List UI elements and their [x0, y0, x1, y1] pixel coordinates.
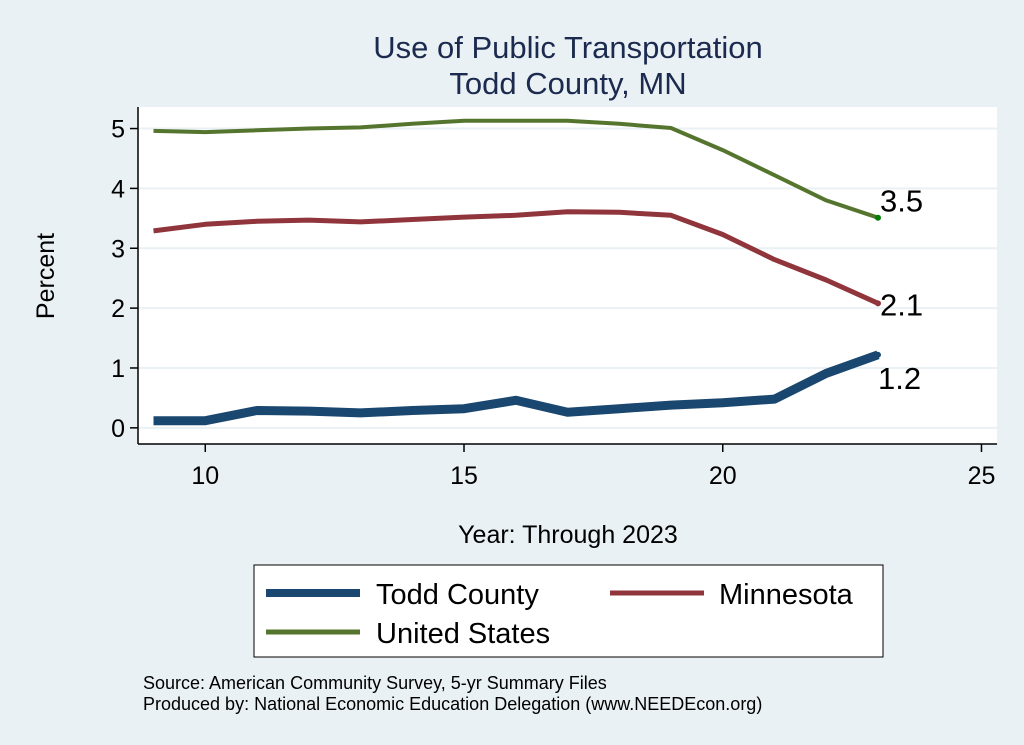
end-label-minnesota: 2.1 — [880, 287, 923, 322]
source-note: Source: American Community Survey, 5-yr … — [143, 673, 607, 693]
y-tick-label: 2 — [111, 295, 125, 323]
legend-label-united-states: United States — [376, 618, 550, 650]
legend: Todd County Minnesota United States — [253, 564, 884, 658]
series-line-united-states — [153, 118, 879, 220]
producer-note: Produced by: National Economic Education… — [143, 694, 762, 714]
y-axis-title: Percent — [32, 233, 60, 319]
y-axis-ticks: 0 1 2 3 4 5 — [111, 116, 138, 443]
x-axis-ticks: 10 15 20 25 — [191, 444, 995, 490]
x-tick-label: 15 — [450, 462, 478, 490]
plot-area — [138, 107, 997, 444]
legend-label-minnesota: Minnesota — [719, 579, 854, 611]
series-lines — [153, 118, 881, 426]
x-axis-title: Year: Through 2023 — [458, 521, 678, 549]
y-tick-label: 1 — [111, 355, 125, 383]
end-labels: 1.2 2.1 3.5 — [878, 184, 923, 396]
y-tick-label: 5 — [111, 116, 125, 144]
chart-subtitle: Todd County, MN — [449, 66, 686, 101]
y-tick-label: 3 — [111, 235, 125, 263]
y-tick-label: 0 — [111, 415, 125, 443]
end-marker-minnesota — [874, 300, 881, 307]
end-label-todd-county: 1.2 — [878, 361, 921, 396]
x-tick-label: 20 — [709, 462, 737, 490]
series-line-minnesota — [153, 209, 880, 306]
end-label-united-states: 3.5 — [880, 184, 923, 219]
legend-label-todd-county: Todd County — [376, 579, 539, 611]
end-marker-todd-county — [874, 351, 881, 358]
legend-box — [253, 564, 884, 658]
end-marker-united-states — [874, 214, 881, 221]
x-tick-label: 10 — [191, 462, 219, 490]
series-line-todd-county — [153, 350, 880, 426]
y-tick-label: 4 — [111, 175, 125, 203]
chart-title: Use of Public Transportation — [373, 30, 762, 65]
x-tick-label: 25 — [968, 462, 996, 490]
